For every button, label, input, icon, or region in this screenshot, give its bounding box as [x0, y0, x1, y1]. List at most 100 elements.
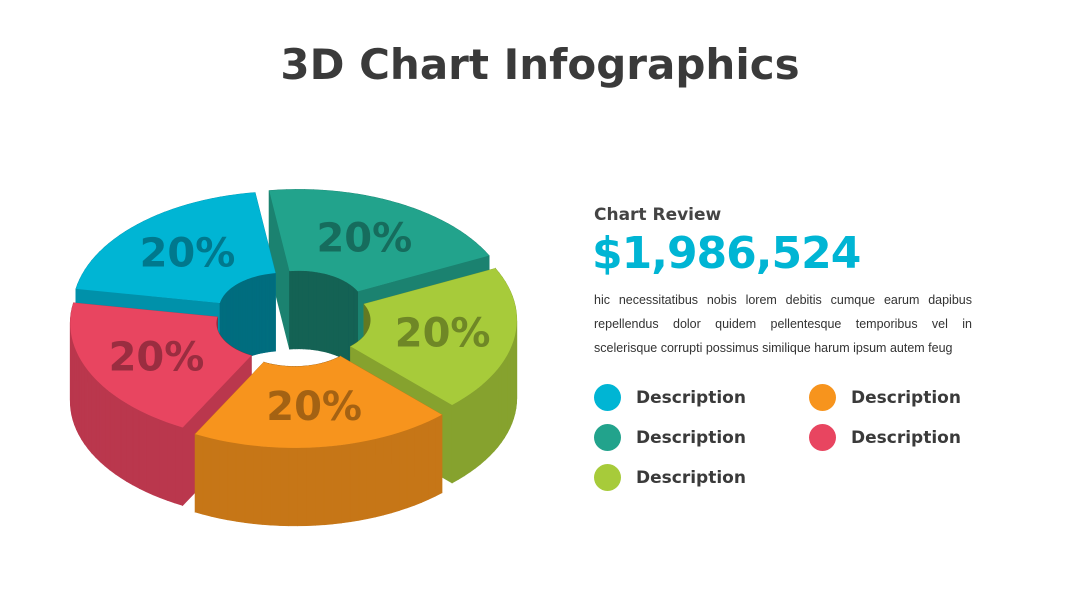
- slice-side: [95, 378, 101, 463]
- slice-side: [504, 353, 508, 439]
- slice-side: [194, 433, 204, 515]
- slice-side: [313, 271, 318, 351]
- slice-side: [240, 280, 244, 361]
- slice-side: [269, 273, 274, 353]
- slice-side: [84, 365, 89, 450]
- legend-item: Description: [809, 384, 961, 411]
- slice-side: [341, 443, 351, 524]
- slice-side: [114, 395, 122, 479]
- slice-side: [435, 414, 443, 497]
- slice-side: [120, 399, 127, 482]
- legend-item: Description: [594, 464, 746, 491]
- chart: 20% 20% 20% 20% 20%: [69, 189, 518, 527]
- slice-side: [294, 270, 299, 350]
- slice-side: [315, 446, 325, 526]
- slice-side: [126, 402, 134, 486]
- legend-swatch: [594, 464, 621, 491]
- legend-label: Description: [636, 467, 746, 488]
- slice-side: [421, 420, 429, 503]
- slice-side: [324, 273, 328, 353]
- slice-side: [480, 381, 486, 465]
- slice-top: [75, 192, 276, 304]
- slice-side: [497, 363, 502, 448]
- slice-side: [244, 444, 254, 524]
- slice-side: [78, 355, 82, 441]
- value-label: 20%: [395, 311, 491, 357]
- legend-swatch: [809, 424, 836, 451]
- legend-label: Description: [636, 427, 746, 448]
- slice-side: [297, 270, 301, 350]
- slice-side: [288, 447, 298, 527]
- slice: 20%: [194, 355, 443, 527]
- legend-item: Description: [809, 424, 961, 451]
- slice-side: [152, 416, 161, 499]
- slice-side: [251, 276, 255, 356]
- legend: Description Description Description Descrip…: [594, 384, 1014, 504]
- slice-side: [391, 432, 400, 514]
- legend-label: Description: [851, 427, 961, 448]
- legend-label: Description: [851, 387, 961, 408]
- slice-side: [338, 277, 342, 358]
- slice-side: [383, 434, 392, 516]
- slice-side: [489, 372, 495, 457]
- value-label: 20%: [316, 216, 412, 262]
- slice-side: [238, 281, 242, 362]
- slice-side: [272, 272, 276, 352]
- slice-side: [174, 424, 183, 506]
- slice-side: [291, 270, 296, 350]
- slice-top: [195, 356, 442, 448]
- legend-label: Description: [636, 387, 746, 408]
- slice-side: [306, 447, 316, 527]
- slice-side: [329, 274, 333, 355]
- legend-swatch: [809, 384, 836, 411]
- slice-side: [349, 442, 360, 523]
- slice-side: [297, 447, 307, 527]
- slice-side: [319, 272, 323, 352]
- slice-side: [428, 417, 436, 500]
- slice-side: [316, 271, 320, 352]
- slice-side: [464, 393, 471, 477]
- slice-top: [269, 189, 490, 292]
- slice-side: [366, 438, 376, 520]
- legend-item: Description: [594, 424, 746, 451]
- slice-side: [109, 391, 116, 475]
- slice-side: [235, 442, 246, 523]
- slice-side: [279, 447, 290, 527]
- slice-top: [350, 268, 517, 405]
- slice-side: [227, 441, 237, 522]
- slice-side: [305, 270, 309, 350]
- description-text: hic necessitatibus nobis lorem debitis c…: [594, 293, 972, 355]
- slice-side: [159, 419, 168, 501]
- slice-side: [485, 376, 491, 461]
- slice-side: [501, 358, 505, 444]
- slice-side: [87, 369, 92, 454]
- slice-side: [254, 275, 258, 356]
- legend-swatch: [594, 424, 621, 451]
- slice-side: [249, 277, 253, 357]
- slice-side: [202, 435, 212, 517]
- subtitle: Chart Review: [594, 205, 722, 225]
- slice-side: [91, 374, 97, 459]
- slice-side: [267, 273, 271, 353]
- slice-side: [375, 436, 384, 518]
- slice-side: [399, 429, 408, 511]
- slice-side: [340, 278, 344, 359]
- legend-item: Description: [594, 384, 746, 411]
- slice-side: [289, 270, 293, 350]
- slice-side: [270, 446, 281, 526]
- chart-title: 3D Chart Infographics: [280, 40, 800, 89]
- slice-side: [308, 270, 312, 350]
- slice-side: [321, 272, 325, 353]
- slice-side: [458, 397, 465, 480]
- slice-side: [332, 444, 342, 525]
- slice-side: [167, 422, 176, 504]
- slice-side: [331, 275, 335, 356]
- slice-side: [311, 271, 315, 351]
- slice-side: [300, 270, 304, 350]
- slice-side: [261, 274, 266, 354]
- slice-side: [475, 385, 481, 469]
- slice-side: [326, 274, 330, 354]
- slice-side: [259, 274, 263, 354]
- slice-side: [253, 445, 263, 525]
